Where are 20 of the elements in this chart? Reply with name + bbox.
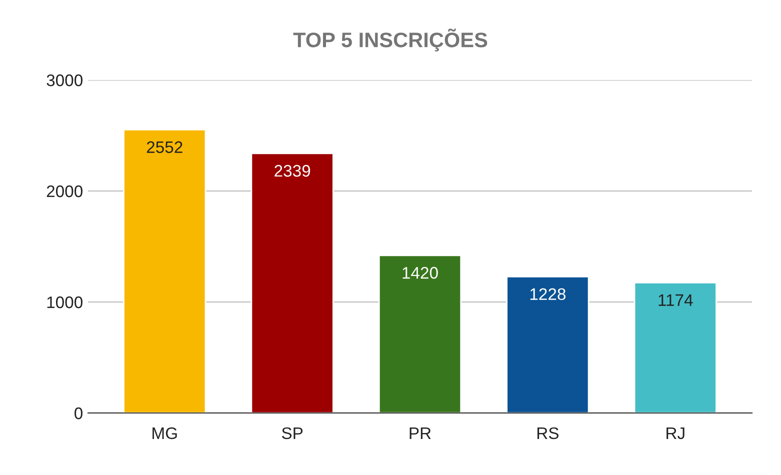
y-tick-label: 3000: [46, 74, 82, 86]
y-tick-label: 2000: [46, 185, 82, 198]
y-tick-label: 0: [74, 407, 82, 420]
x-tick-label: MG: [152, 427, 177, 440]
bar: [250, 152, 334, 413]
x-tick-label: PR: [410, 428, 431, 439]
chart-title: TOP 5 INSCRIÇÕES: [293, 28, 488, 52]
x-tick-label: RS: [537, 427, 559, 440]
bar: [634, 282, 717, 413]
bar: [378, 254, 462, 413]
y-tick-label: 1000: [47, 296, 82, 308]
bar: [123, 129, 206, 413]
data-label: 2552: [146, 141, 182, 154]
x-tick-label: SP: [282, 427, 303, 440]
data-label: 1174: [658, 294, 693, 306]
bar: [506, 276, 590, 413]
data-label: 2339: [274, 164, 310, 177]
data-label: 1420: [402, 266, 438, 279]
data-label: 1228: [530, 288, 566, 300]
x-tick-label: RJ: [666, 428, 684, 440]
